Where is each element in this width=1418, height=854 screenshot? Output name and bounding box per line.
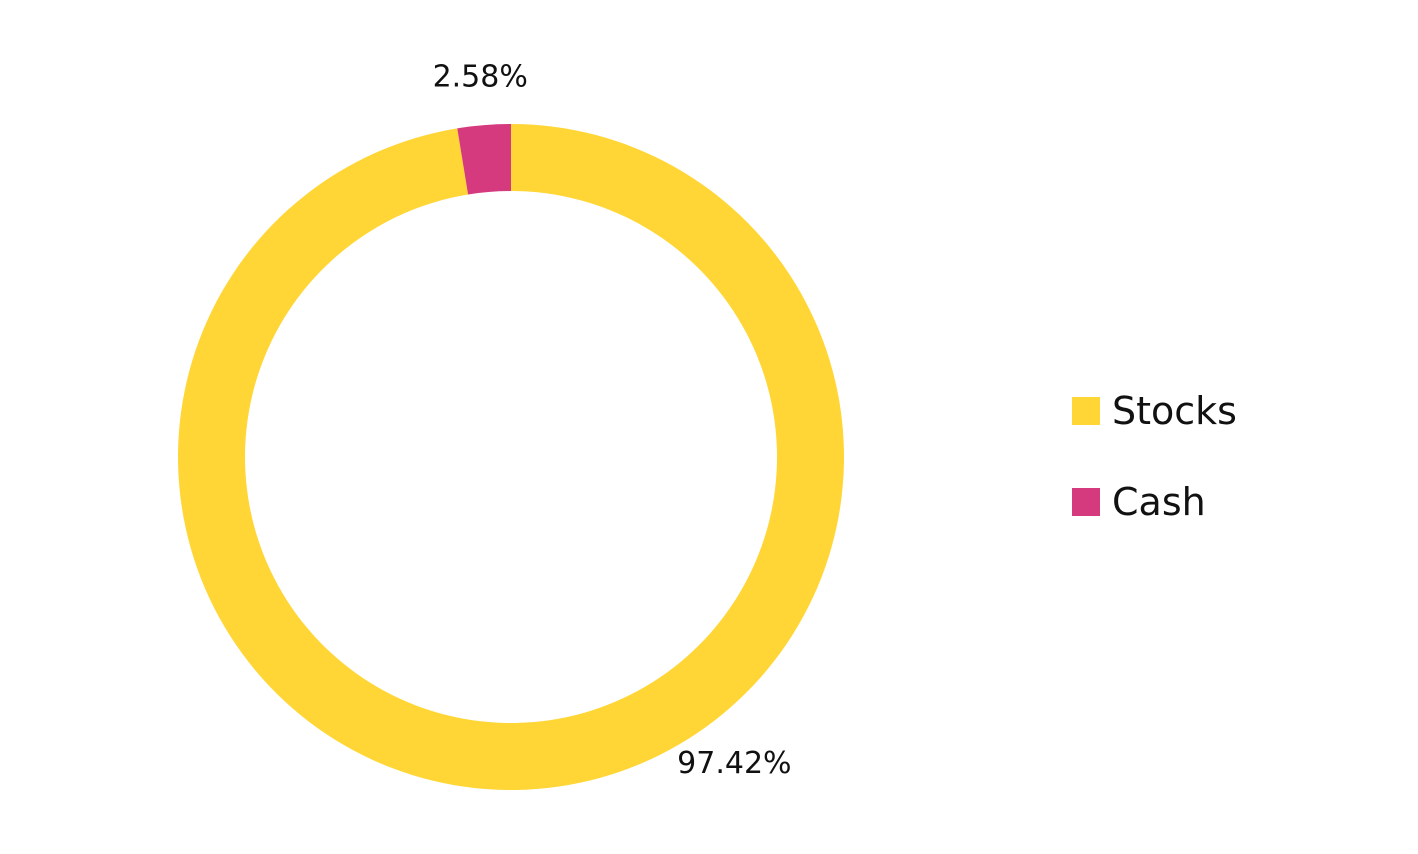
chart-legend: Stocks Cash [1072,388,1237,570]
slice-stocks [177,124,844,791]
legend-label-cash: Cash [1112,480,1206,524]
data-label-cash: 2.58% [433,60,528,95]
legend-label-stocks: Stocks [1112,389,1237,433]
data-label-stocks: 97.42% [677,746,791,781]
legend-swatch-stocks [1072,397,1100,425]
legend-item-cash: Cash [1072,479,1237,525]
slice-cash [457,124,511,195]
legend-swatch-cash [1072,488,1100,516]
legend-item-stocks: Stocks [1072,388,1237,434]
